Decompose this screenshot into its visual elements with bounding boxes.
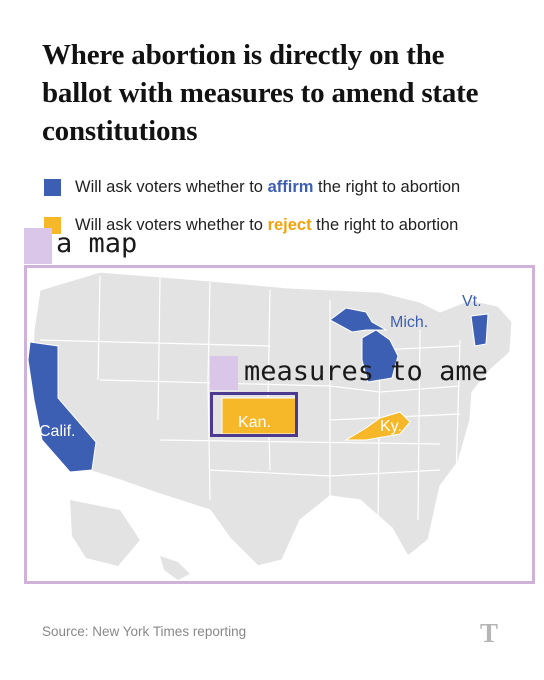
state-label-kan: Kan.	[238, 414, 271, 431]
state-mich	[329, 307, 399, 383]
headline: Where abortion is directly on the ballot…	[42, 39, 479, 147]
annotation-map-caption: a map	[56, 228, 138, 259]
annotation-marker	[24, 228, 52, 264]
state-ky	[344, 411, 411, 441]
legend-text-affirm: Will ask voters whether to affirm the ri…	[75, 177, 461, 196]
annotation-marker-2	[210, 356, 238, 390]
nyt-logo-icon: T	[479, 618, 498, 648]
state-calif	[27, 341, 97, 473]
state-label-vt: Vt.	[462, 293, 482, 310]
legend-swatch-affirm	[44, 178, 61, 196]
legend-item-reject: Will ask voters whether to reject the ri…	[44, 214, 458, 236]
legend-item-affirm: Will ask voters whether to affirm the ri…	[44, 176, 460, 198]
source-note: Source: New York Times reporting	[42, 624, 247, 639]
state-vt	[470, 313, 489, 347]
state-label-ky: Ky.	[380, 418, 402, 435]
state-label-calif: Calif.	[39, 423, 75, 440]
legend-text-reject: Will ask voters whether to reject the ri…	[75, 215, 459, 234]
alaska	[70, 500, 140, 566]
annotation-measures-caption: measures to ame	[244, 356, 488, 387]
state-kan	[221, 397, 299, 435]
state-label-mich: Mich.	[390, 314, 428, 331]
hawaii	[160, 556, 190, 580]
kansas-highlight-box	[210, 392, 298, 437]
map-frame	[24, 265, 535, 584]
